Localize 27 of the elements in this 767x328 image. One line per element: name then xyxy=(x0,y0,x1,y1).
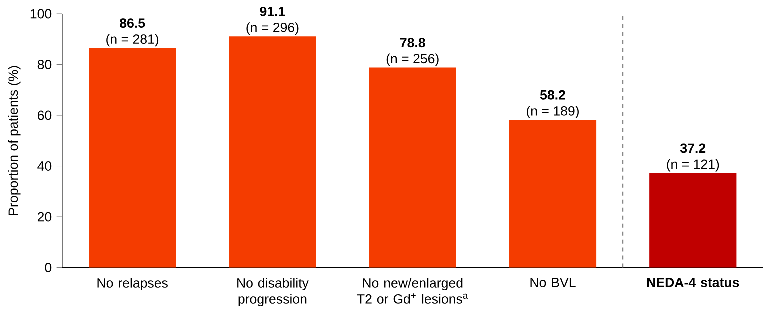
annotation: (n = 121) xyxy=(667,159,720,172)
annotation: (n = 256) xyxy=(386,54,439,66)
y-tick-label: 100 xyxy=(30,9,52,19)
annotation: (n = 281) xyxy=(106,34,159,46)
x-tick-label: No relapses xyxy=(98,278,168,290)
bar xyxy=(650,173,737,268)
data-label: 78.8 xyxy=(400,38,426,48)
annotation: (n = 189) xyxy=(527,106,579,118)
y-tick-label: 0 xyxy=(45,262,52,272)
x-tick-label: No new/enlarged T2 or Gd$^{+}$ lesions$^{a}$ xyxy=(357,278,468,304)
y-axis-title: Proportion of patients (%) xyxy=(8,66,21,216)
bar xyxy=(369,68,456,268)
y-tick-label: 20 xyxy=(38,212,52,222)
y-tick-label: 80 xyxy=(38,60,52,70)
y-tick-label: 40 xyxy=(38,161,52,171)
bar xyxy=(509,120,597,268)
y-tick-label: 60 xyxy=(38,110,52,120)
x-tick-label: NEDA-4 status xyxy=(647,278,740,288)
bar xyxy=(89,48,176,268)
bar xyxy=(229,36,316,268)
x-tick-label: No disability progression xyxy=(238,278,309,306)
annotation: (n = 296) xyxy=(246,22,299,35)
x-tick-label: No BVL xyxy=(530,278,576,288)
data-label: 91.1 xyxy=(260,6,286,16)
data-label: 86.5 xyxy=(120,18,146,28)
data-label: 37.2 xyxy=(680,144,706,153)
data-label: 58.2 xyxy=(540,90,566,100)
